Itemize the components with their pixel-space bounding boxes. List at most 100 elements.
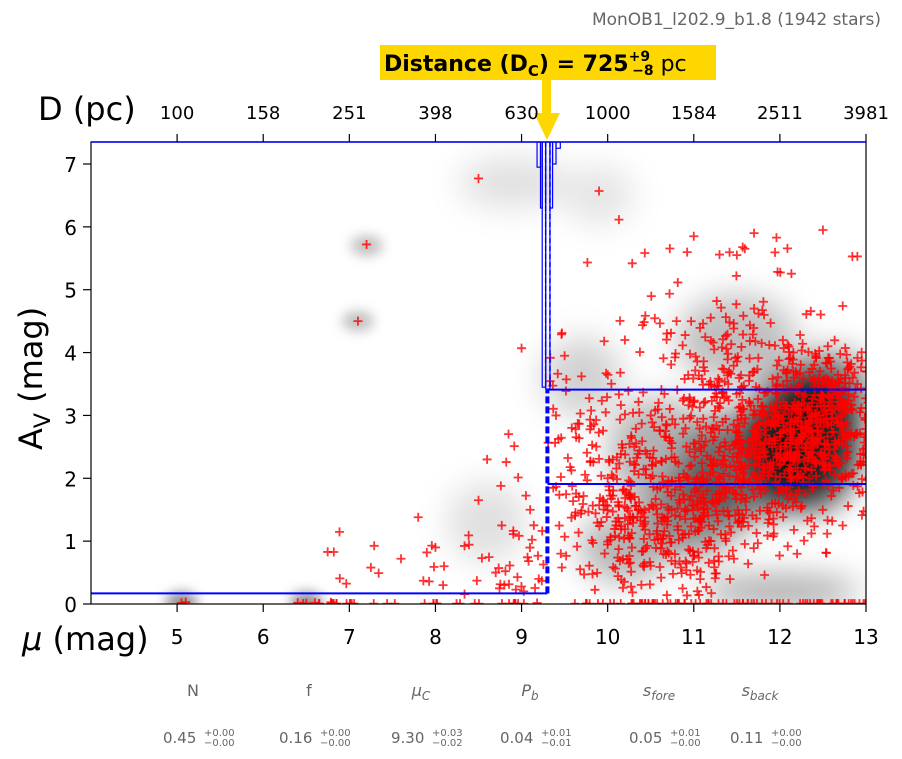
star-marker bbox=[606, 379, 616, 389]
star-marker bbox=[512, 572, 522, 582]
star-marker bbox=[599, 336, 609, 346]
star-marker bbox=[658, 530, 668, 540]
star-marker bbox=[625, 558, 635, 568]
star-marker bbox=[532, 598, 542, 604]
star-marker bbox=[603, 370, 613, 380]
star-marker bbox=[612, 452, 622, 462]
star-marker bbox=[673, 504, 683, 514]
star-marker bbox=[757, 401, 767, 411]
star-marker bbox=[830, 436, 840, 446]
star-marker bbox=[334, 527, 344, 537]
star-marker bbox=[811, 471, 821, 481]
star-marker bbox=[637, 547, 647, 557]
star-marker bbox=[665, 243, 675, 253]
star-marker bbox=[576, 371, 586, 381]
star-marker bbox=[586, 421, 596, 431]
star-marker bbox=[508, 529, 518, 539]
star-marker bbox=[764, 434, 774, 444]
star-marker bbox=[596, 471, 606, 481]
star-marker bbox=[617, 443, 627, 453]
star-marker bbox=[767, 439, 777, 449]
star-marker bbox=[695, 574, 705, 584]
star-marker bbox=[700, 397, 710, 407]
star-marker bbox=[698, 362, 708, 372]
star-marker bbox=[571, 489, 581, 499]
star-marker bbox=[713, 374, 723, 384]
star-marker bbox=[667, 414, 677, 424]
star-marker bbox=[748, 367, 758, 377]
star-marker bbox=[690, 477, 700, 487]
star-marker bbox=[626, 567, 636, 577]
star-marker bbox=[751, 425, 761, 435]
star-marker bbox=[668, 569, 678, 579]
star-marker bbox=[645, 579, 655, 589]
star-marker bbox=[685, 447, 695, 457]
star-marker bbox=[614, 544, 624, 554]
star-marker bbox=[477, 553, 487, 563]
star-marker bbox=[687, 500, 697, 510]
star-marker bbox=[847, 405, 857, 415]
star-marker bbox=[798, 374, 808, 384]
x-tick-label: 8 bbox=[429, 625, 442, 649]
star-marker bbox=[500, 566, 510, 576]
star-marker bbox=[553, 369, 563, 379]
star-marker bbox=[692, 472, 702, 482]
star-marker bbox=[797, 346, 807, 356]
star-marker bbox=[690, 366, 700, 376]
distance-label: Distance (DC) = 725+9 −8 pc bbox=[384, 49, 687, 80]
star-marker bbox=[747, 485, 757, 495]
star-marker bbox=[734, 443, 744, 453]
star-marker bbox=[689, 231, 699, 241]
star-marker bbox=[578, 491, 588, 501]
star-marker bbox=[615, 368, 625, 378]
star-marker bbox=[807, 437, 817, 447]
star-marker bbox=[707, 497, 717, 507]
x-tick-label: 11 bbox=[681, 625, 706, 649]
star-marker bbox=[830, 335, 840, 345]
star-marker bbox=[627, 433, 637, 443]
star-marker bbox=[719, 469, 729, 479]
star-marker bbox=[326, 597, 336, 604]
star-marker bbox=[709, 412, 719, 422]
star-marker bbox=[768, 374, 778, 384]
star-marker bbox=[818, 505, 828, 515]
distance-arrow-head bbox=[534, 113, 560, 140]
star-marker bbox=[582, 448, 592, 458]
star-marker bbox=[816, 310, 826, 320]
param-value: 0.45 bbox=[163, 729, 196, 747]
star-marker bbox=[610, 564, 620, 574]
star-marker bbox=[572, 542, 582, 552]
star-marker bbox=[692, 356, 702, 366]
star-marker bbox=[730, 489, 740, 499]
star-marker bbox=[689, 551, 699, 561]
star-marker bbox=[637, 419, 647, 429]
star-marker bbox=[629, 442, 639, 452]
star-marker bbox=[505, 561, 515, 571]
star-marker bbox=[438, 580, 448, 590]
star-marker bbox=[418, 576, 428, 586]
distance-minus: −8 bbox=[632, 63, 653, 79]
top-tick-label: 100 bbox=[160, 103, 194, 124]
star-marker bbox=[823, 418, 833, 428]
star-marker bbox=[655, 562, 665, 572]
star-marker bbox=[686, 491, 696, 501]
star-marker bbox=[665, 289, 675, 299]
star-marker bbox=[744, 376, 754, 386]
param-value: 0.16 bbox=[279, 729, 312, 747]
star-marker bbox=[656, 573, 666, 583]
star-marker bbox=[695, 403, 705, 413]
star-marker bbox=[801, 464, 811, 474]
star-marker bbox=[575, 564, 585, 574]
star-marker bbox=[610, 524, 620, 534]
star-marker bbox=[635, 347, 645, 357]
star-marker bbox=[798, 392, 808, 402]
star-marker bbox=[744, 396, 754, 406]
star-marker bbox=[529, 520, 539, 530]
star-marker bbox=[852, 430, 862, 440]
star-marker bbox=[689, 396, 699, 406]
star-marker bbox=[614, 215, 624, 225]
star-marker bbox=[840, 430, 850, 440]
star-marker bbox=[828, 413, 838, 423]
star-marker bbox=[775, 428, 785, 438]
